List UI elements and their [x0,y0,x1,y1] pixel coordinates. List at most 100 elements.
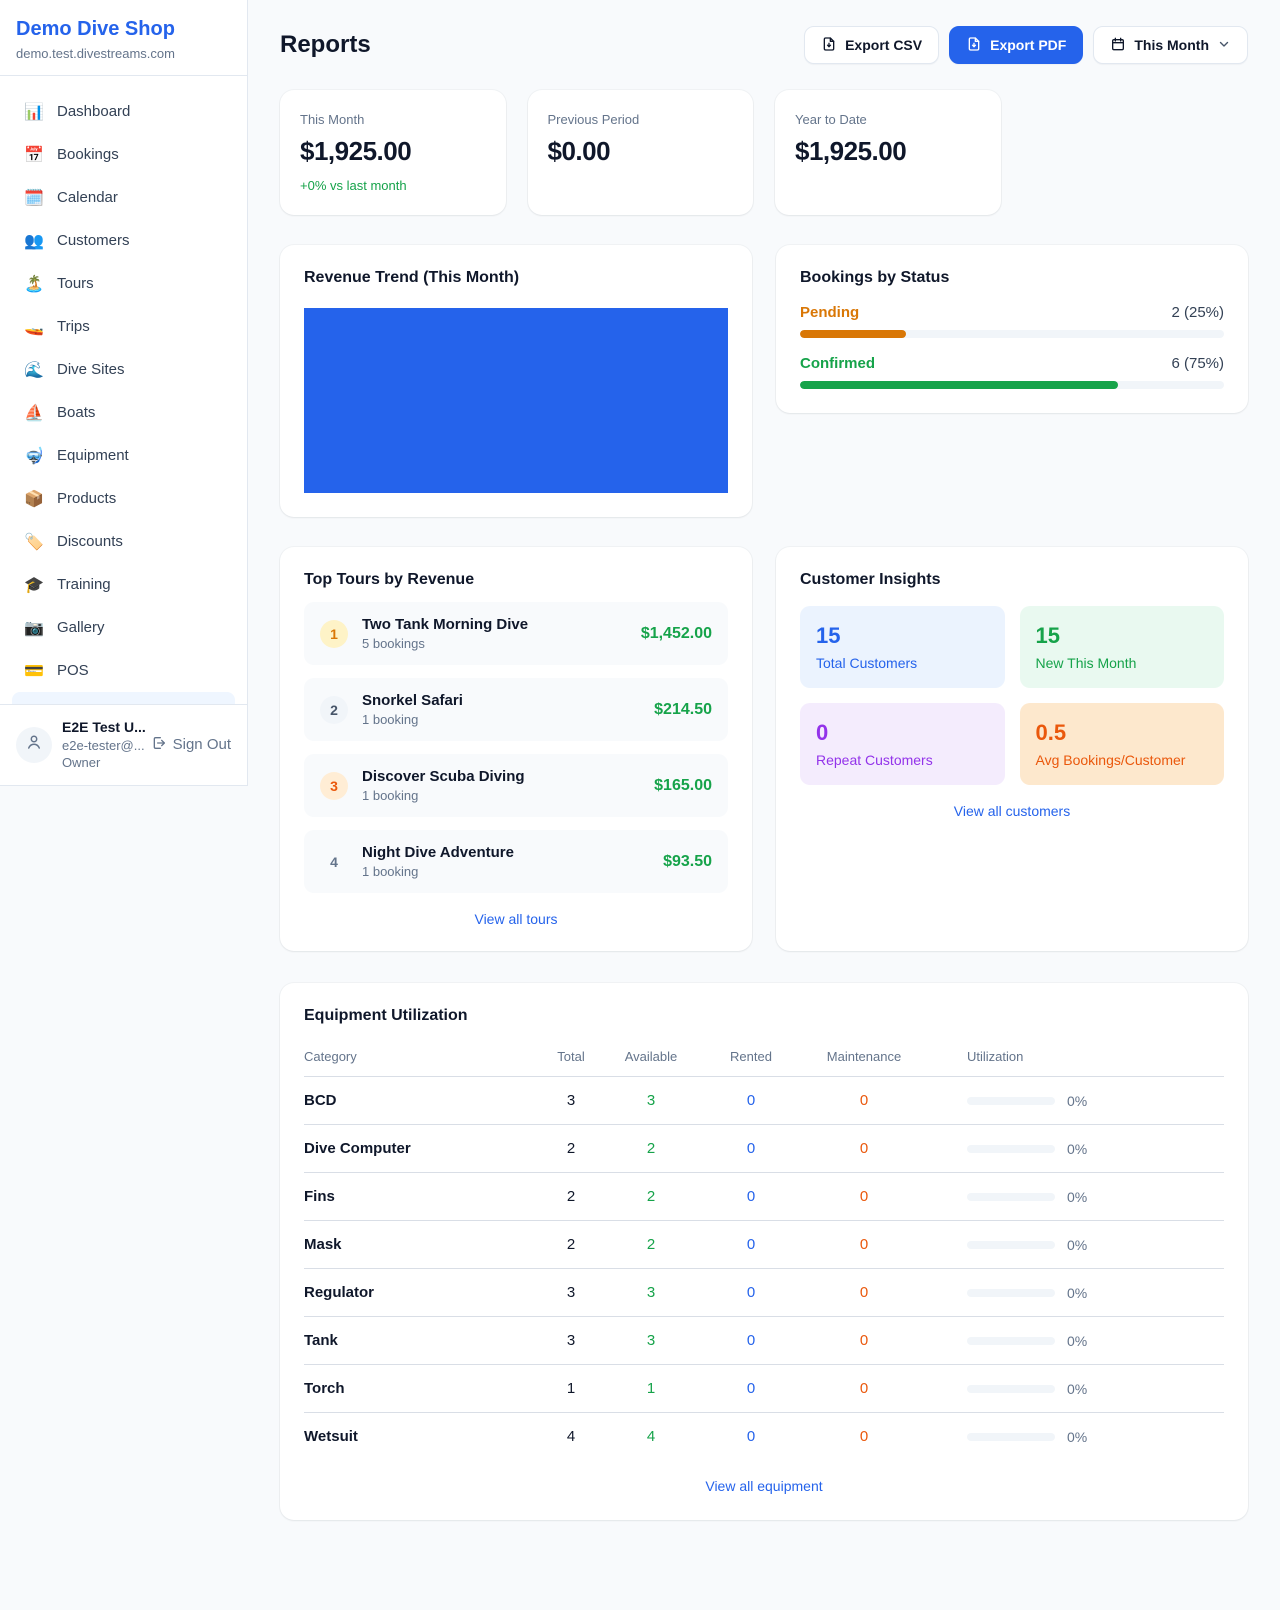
stat-card: This Month $1,925.00 +0% vs last month [280,90,506,215]
equipment-rented: 0 [699,1364,803,1413]
equipment-available: 3 [603,1316,699,1365]
sidebar-nav-item[interactable]: 🌊 Dive Sites [12,348,235,391]
header-actions: Export CSV Export PDF [804,26,1248,64]
view-all-customers-link[interactable]: View all customers [953,803,1071,819]
sidebar-nav-item[interactable]: 🎓 Training [12,563,235,606]
revenue-trend-title: Revenue Trend (This Month) [304,269,520,286]
equipment-total: 3 [539,1076,603,1125]
equipment-rented: 0 [699,1268,803,1317]
equipment-available: 1 [603,1364,699,1413]
nav-item-icon: 🗓️ [24,189,44,207]
status-label: Confirmed [800,355,875,372]
tour-row: 3 Discover Scuba Diving 1 booking $165.0… [304,754,728,817]
rank-badge: 3 [320,771,348,800]
bookings-status-card: Bookings by Status Pending 2 (25%) [776,245,1248,413]
nav-item-icon: 📈 [24,704,44,705]
stat-value: $1,925.00 [300,136,412,166]
utilization-percent: 0% [1067,1428,1088,1445]
stat-value: $0.00 [547,136,611,166]
sidebar-nav-item[interactable]: 🤿 Equipment [12,434,235,477]
sidebar-nav-item[interactable]: 🚤 Trips [12,305,235,348]
nav-item-label: Products [57,490,117,507]
equipment-available: 3 [603,1076,699,1125]
stat-label: This Month [300,112,365,127]
period-dropdown[interactable]: This Month [1093,26,1248,64]
nav-item-label: Bookings [57,146,119,163]
brand-block: Demo Dive Shop demo.test.divestreams.com [0,0,247,76]
export-csv-button[interactable]: Export CSV [804,26,940,64]
sidebar-nav-item[interactable]: 📦 Products [12,477,235,520]
main-content: Reports Export CSV E [248,0,1280,1568]
equipment-category: Dive Computer [304,1124,539,1173]
shop-name: Demo Dive Shop [16,18,175,40]
status-label: Pending [800,304,860,321]
file-download-icon [821,36,837,55]
calendar-icon [1110,36,1126,55]
rank-badge: 1 [320,619,348,648]
insight-label: Total Customers [816,655,918,671]
equipment-total: 3 [539,1316,603,1365]
sidebar-nav-item[interactable]: 📅 Bookings [12,133,235,176]
revenue-trend-card: Revenue Trend (This Month) [280,245,752,517]
nav-item-label: Calendar [57,189,118,206]
tour-name: Night Dive Adventure [362,844,514,861]
utilization-bar [967,1432,1055,1441]
user-section: E2E Test U... e2e-tester@... Owner Sign … [0,704,247,785]
utilization-percent: 0% [1067,1380,1088,1397]
tour-bookings: 1 booking [362,864,419,879]
middle-row: Top Tours by Revenue 1 Two Tank Morning … [280,547,1248,951]
period-label: This Month [1134,37,1209,53]
equipment-rented: 0 [699,1124,803,1173]
sidebar-nav-item[interactable]: 📷 Gallery [12,606,235,649]
sidebar: Demo Dive Shop demo.test.divestreams.com… [0,0,248,786]
tour-row: 4 Night Dive Adventure 1 booking $93.50 [304,830,728,893]
nav-item-icon: 📅 [24,146,44,164]
nav-item-label: Gallery [57,619,105,636]
utilization-bar [967,1240,1055,1249]
top-tours-card: Top Tours by Revenue 1 Two Tank Morning … [280,547,752,951]
equipment-rented: 0 [699,1316,803,1365]
sign-out-icon [151,735,167,755]
equipment-row: Mask 2 2 0 0 0% [304,1220,1224,1269]
view-all-tours-link[interactable]: View all tours [474,911,558,927]
view-all-equipment-link[interactable]: View all equipment [705,1478,823,1494]
sidebar-nav-item[interactable]: 👥 Customers [12,219,235,262]
equipment-category: Wetsuit [304,1428,358,1445]
stat-delta: +0% vs last month [300,178,407,193]
equipment-maintenance: 0 [803,1268,925,1317]
tour-amount: $93.50 [663,852,712,870]
insight-label: Avg Bookings/Customer [1035,752,1186,768]
file-download-icon [966,36,982,55]
sidebar-nav-item[interactable]: 🏝️ Tours [12,262,235,305]
equipment-available: 3 [603,1268,699,1317]
sidebar-nav-item[interactable]: 📈 Reports [12,692,235,704]
user-role: Owner [62,755,101,771]
equipment-rented: 0 [699,1172,803,1221]
status-bar-track [800,381,1224,389]
nav-item-icon: 📷 [24,619,44,637]
bookings-status-title: Bookings by Status [800,269,950,286]
app-root: Demo Dive Shop demo.test.divestreams.com… [0,0,1280,1568]
col-maintenance: Maintenance [803,1039,925,1077]
equipment-row: Dive Computer 2 2 0 0 0% [304,1124,1224,1173]
equipment-maintenance: 0 [803,1316,925,1365]
export-csv-label: Export CSV [845,37,923,53]
sidebar-nav-item[interactable]: ⛵ Boats [12,391,235,434]
sign-out-button[interactable]: Sign Out [151,735,231,755]
nav-item-label: Tours [57,275,94,292]
equipment-table: Category Total Available Rented Maintena… [304,1039,1224,1460]
sidebar-nav-item[interactable]: 🏷️ Discounts [12,520,235,563]
nav-item-label: POS [57,662,89,679]
sidebar-nav-item[interactable]: 🗓️ Calendar [12,176,235,219]
utilization-percent: 0% [1067,1332,1088,1349]
insight-tile: 15 Total Customers [800,606,1005,688]
tour-row: 1 Two Tank Morning Dive 5 bookings $1,45… [304,602,728,665]
utilization-bar [967,1144,1055,1153]
page-header: Reports Export CSV E [280,26,1248,64]
col-rented: Rented [699,1039,803,1077]
sidebar-nav-item[interactable]: 💳 POS [12,649,235,692]
export-pdf-button[interactable]: Export PDF [949,26,1084,64]
sidebar-nav-item[interactable]: 📊 Dashboard [12,90,235,133]
user-info: E2E Test U... e2e-tester@... Owner [62,718,146,772]
sidebar-nav: 📊 Dashboard 📅 Bookings 🗓️ Calendar 👥 Cus… [0,76,247,704]
